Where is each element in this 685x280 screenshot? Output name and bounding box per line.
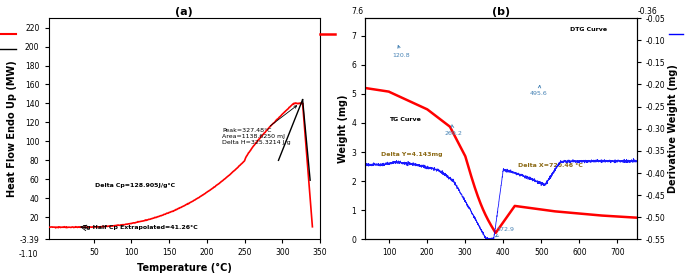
Y-axis label: Heat Flow Endo Up (MW): Heat Flow Endo Up (MW) bbox=[7, 60, 17, 197]
Text: Delta X=720.46 °C: Delta X=720.46 °C bbox=[519, 163, 584, 168]
Text: TG Curve: TG Curve bbox=[389, 118, 421, 122]
Text: -1.10: -1.10 bbox=[18, 250, 38, 260]
Text: 372.9: 372.9 bbox=[496, 227, 514, 237]
Text: 7.6: 7.6 bbox=[351, 7, 364, 16]
Text: 120.8: 120.8 bbox=[393, 46, 410, 59]
Y-axis label: Derivative Weight (mg): Derivative Weight (mg) bbox=[668, 64, 678, 193]
Text: Peak=327.48°C
Area=1138.6250 mJ
Delta H=325.3214 J/g: Peak=327.48°C Area=1138.6250 mJ Delta H=… bbox=[222, 106, 297, 145]
Text: 269.2: 269.2 bbox=[445, 125, 462, 136]
X-axis label: Temperature (°C): Temperature (°C) bbox=[137, 263, 232, 273]
Y-axis label: Weight (mg): Weight (mg) bbox=[338, 94, 349, 163]
Text: Tg Half Cp Extrapolated=41.26°C: Tg Half Cp Extrapolated=41.26°C bbox=[82, 225, 198, 230]
Title: (a): (a) bbox=[175, 7, 193, 17]
Title: (b): (b) bbox=[492, 7, 510, 17]
Text: 495.6: 495.6 bbox=[530, 85, 548, 96]
Text: Delta Y=4.143mg: Delta Y=4.143mg bbox=[382, 152, 443, 157]
Text: Delta Cp=128.905J/g°C: Delta Cp=128.905J/g°C bbox=[95, 183, 175, 188]
Text: -0.36: -0.36 bbox=[638, 7, 658, 16]
Text: DTG Curve: DTG Curve bbox=[570, 27, 607, 32]
